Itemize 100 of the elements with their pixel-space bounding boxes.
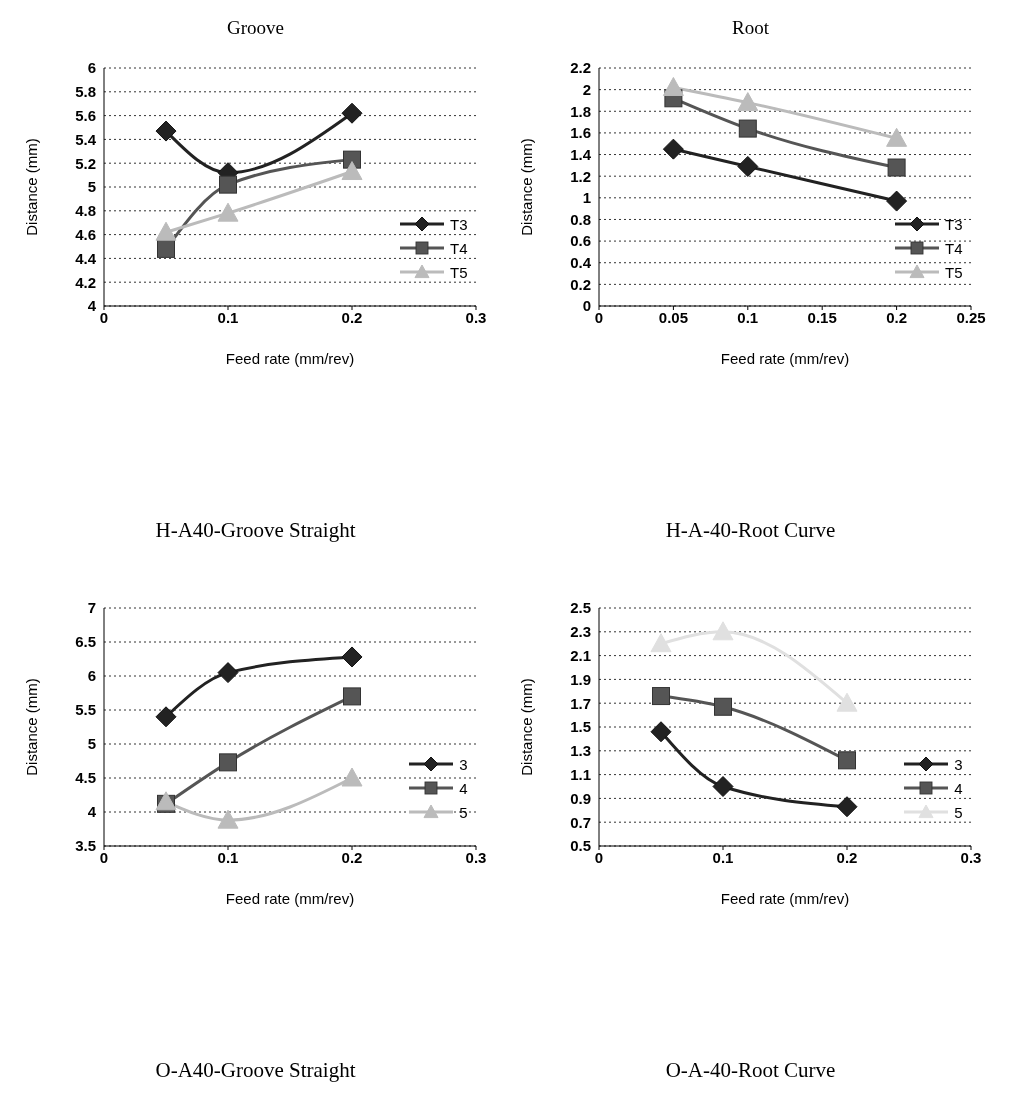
point bbox=[650, 633, 671, 653]
x-tick-label: 0.2 bbox=[836, 848, 857, 866]
y-tick-label: 4.6 bbox=[74, 225, 96, 243]
point bbox=[155, 120, 176, 142]
y-tick-label: 2 bbox=[582, 80, 591, 98]
x-axis-title: Feed rate (mm/rev) bbox=[720, 890, 849, 907]
legend-label: 5 bbox=[954, 803, 963, 821]
y-axis-title: Distance (mm) bbox=[517, 678, 535, 776]
y-tick-label: 1.7 bbox=[569, 694, 591, 712]
y-tick-label: 0.8 bbox=[569, 210, 591, 228]
y-tick-label: 4 bbox=[87, 803, 97, 821]
chart-title: Groove bbox=[227, 16, 284, 40]
point bbox=[836, 692, 857, 712]
y-tick-label: 5.4 bbox=[74, 130, 97, 148]
y-axis-title: Distance (mm) bbox=[22, 678, 40, 776]
chart-title: Root bbox=[732, 16, 769, 40]
legend-label: 3 bbox=[954, 755, 963, 773]
y-tick-label: 6 bbox=[87, 59, 96, 77]
x-tick-label: 0.1 bbox=[217, 308, 238, 326]
x-tick-label: 0.1 bbox=[736, 308, 758, 326]
legend-label: 5 bbox=[459, 803, 468, 821]
y-tick-label: 0.6 bbox=[569, 232, 591, 250]
point bbox=[738, 119, 757, 138]
point bbox=[887, 158, 906, 177]
point bbox=[217, 662, 238, 684]
x-axis-title: Feed rate (mm/rev) bbox=[225, 890, 354, 907]
point bbox=[885, 190, 907, 212]
x-tick-label: 0.05 bbox=[658, 308, 688, 326]
point bbox=[155, 706, 176, 728]
y-tick-label: 2.2 bbox=[569, 59, 591, 77]
legend-label: T4 bbox=[449, 239, 468, 257]
x-tick-label: 0.3 bbox=[960, 848, 981, 866]
point bbox=[651, 687, 670, 706]
x-tick-label: 0 bbox=[594, 848, 603, 866]
y-tick-label: 1.5 bbox=[569, 718, 591, 736]
point bbox=[341, 646, 362, 668]
point bbox=[217, 809, 238, 829]
point bbox=[341, 102, 362, 124]
x-tick-label: 0.2 bbox=[341, 848, 362, 866]
y-tick-label: 4.4 bbox=[74, 249, 97, 267]
y-tick-label: 5.6 bbox=[74, 106, 96, 124]
y-tick-label: 4.2 bbox=[74, 273, 96, 291]
legend-label: 4 bbox=[954, 779, 963, 797]
y-axis-title: Distance (mm) bbox=[22, 138, 40, 236]
legend-label: T5 bbox=[944, 263, 963, 281]
y-tick-label: 1.4 bbox=[569, 145, 592, 163]
point bbox=[713, 697, 732, 716]
legend-label: T3 bbox=[449, 215, 468, 233]
y-tick-label: 4.5 bbox=[74, 769, 96, 787]
x-tick-label: 0.3 bbox=[465, 848, 486, 866]
x-axis-title: Feed rate (mm/rev) bbox=[720, 350, 849, 367]
y-tick-label: 1.8 bbox=[569, 102, 591, 120]
y-tick-label: 6.5 bbox=[74, 633, 96, 651]
x-tick-label: 0.1 bbox=[712, 848, 733, 866]
x-tick-label: 0.2 bbox=[341, 308, 362, 326]
y-tick-label: 4.8 bbox=[74, 202, 96, 220]
y-tick-label: 2.1 bbox=[569, 646, 591, 664]
y-tick-label: 5.2 bbox=[74, 154, 96, 172]
point bbox=[218, 753, 237, 772]
y-tick-label: 1.3 bbox=[569, 742, 591, 760]
y-axis-title: Distance (mm) bbox=[517, 138, 535, 236]
y-tick-label: 0.2 bbox=[569, 275, 591, 293]
y-tick-label: 1.2 bbox=[569, 167, 591, 185]
point bbox=[217, 202, 238, 222]
x-tick-label: 0 bbox=[594, 308, 603, 326]
text: H-A-40-Root Curve bbox=[665, 518, 836, 543]
y-tick-label: 5.5 bbox=[74, 701, 96, 719]
y-tick-label: 0 bbox=[582, 297, 591, 315]
y-tick-label: 2.3 bbox=[569, 623, 591, 641]
point bbox=[837, 751, 856, 770]
y-tick-label: 7 bbox=[87, 599, 96, 617]
x-tick-label: 0.1 bbox=[217, 848, 238, 866]
y-tick-label: 1.6 bbox=[569, 124, 591, 142]
point bbox=[736, 155, 758, 177]
y-tick-label: 1 bbox=[582, 189, 591, 207]
y-tick-label: 5.8 bbox=[74, 83, 96, 101]
point bbox=[662, 76, 684, 96]
x-axis-title: Feed rate (mm/rev) bbox=[225, 350, 354, 367]
legend-label: 4 bbox=[459, 779, 468, 797]
point bbox=[885, 127, 907, 147]
point bbox=[736, 92, 758, 112]
point bbox=[218, 175, 237, 194]
y-tick-label: 5 bbox=[87, 178, 96, 196]
y-tick-label: 0.4 bbox=[569, 254, 592, 272]
point bbox=[342, 687, 361, 706]
point bbox=[712, 621, 733, 641]
legend-label: T5 bbox=[449, 263, 468, 281]
x-tick-label: 0.2 bbox=[885, 308, 907, 326]
y-tick-label: 5 bbox=[87, 735, 96, 753]
y-tick-label: 1.9 bbox=[569, 670, 591, 688]
point bbox=[341, 767, 362, 787]
y-tick-label: 0.7 bbox=[569, 813, 591, 831]
point bbox=[712, 776, 733, 797]
x-tick-label: 0 bbox=[99, 848, 108, 866]
y-tick-label: 3.5 bbox=[74, 837, 96, 855]
x-tick-label: 0.3 bbox=[465, 308, 486, 326]
y-tick-label: 1.1 bbox=[569, 765, 591, 783]
y-tick-label: 4 bbox=[87, 297, 97, 315]
y-tick-label: 2.5 bbox=[569, 599, 591, 617]
x-tick-label: 0.15 bbox=[807, 308, 837, 326]
